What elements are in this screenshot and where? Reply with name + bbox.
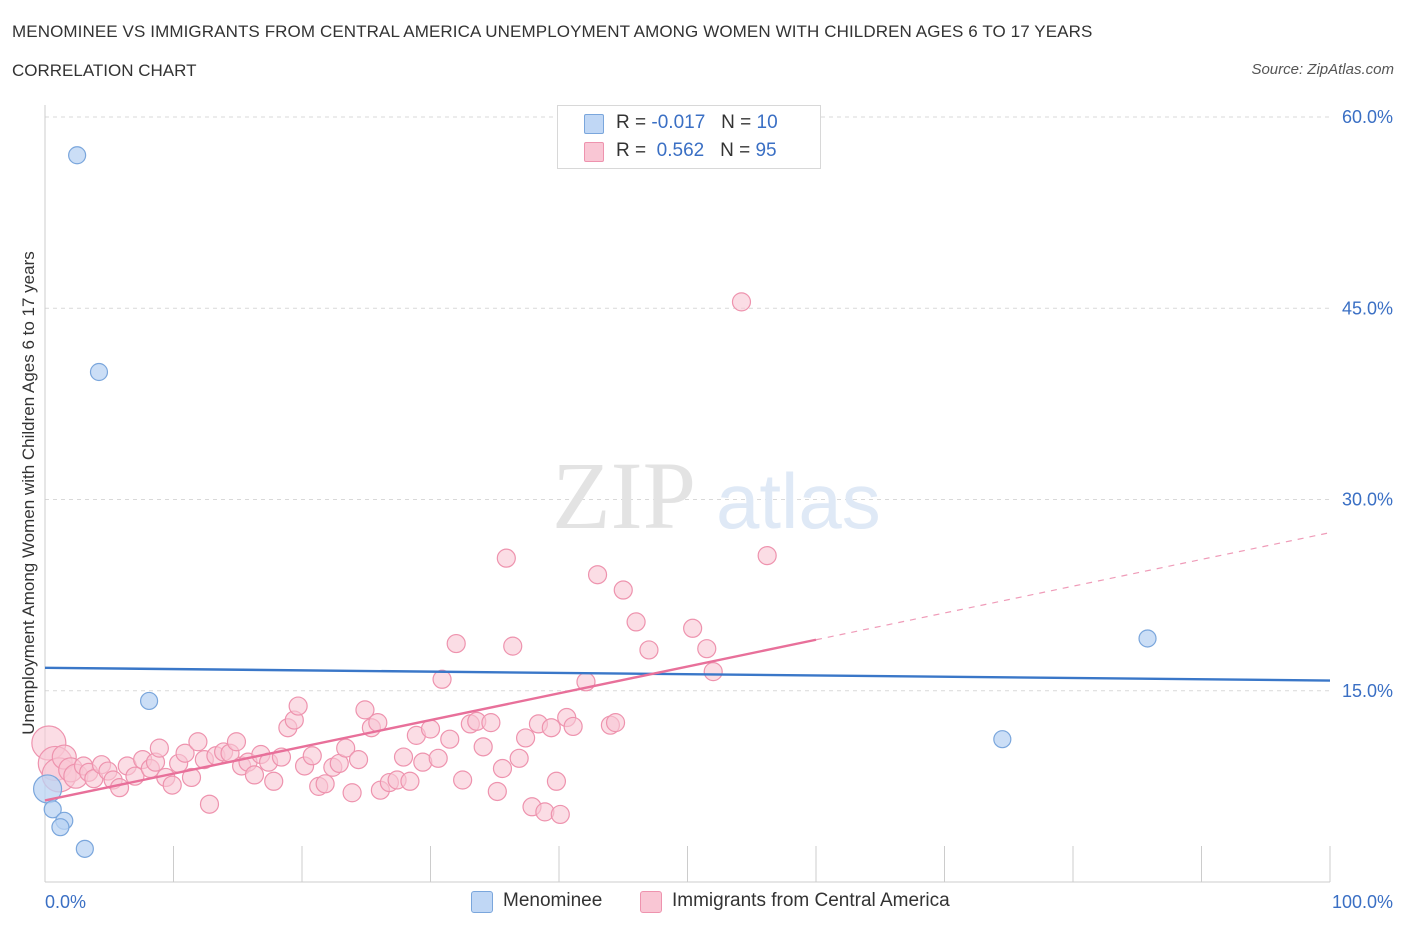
legend-swatch-menominee: [584, 114, 604, 134]
immigrants-point-90: [639, 640, 659, 660]
immigrants-point-18: [149, 738, 169, 758]
immigrants-point-94: [731, 292, 752, 312]
immigrants-point-42: [302, 746, 322, 766]
immigrants-point-79: [541, 718, 561, 738]
x-tick-label-1: 100.0%: [1332, 892, 1393, 912]
legend-n-value: 10: [756, 112, 778, 133]
watermark-atlas: atlas: [716, 457, 881, 545]
immigrants-point-83: [563, 716, 583, 737]
immigrants-point-36: [264, 771, 284, 791]
menominee-point-1: [89, 362, 109, 382]
immigrants-point-69: [481, 713, 501, 733]
immigrants-point-91: [683, 618, 703, 638]
watermark-zip: ZIP: [552, 442, 696, 549]
legend-r-value: -0.017: [651, 112, 706, 133]
immigrants-point-75: [515, 728, 536, 748]
y-axis-label: Unemployment Among Women with Children A…: [19, 251, 38, 735]
immigrants-point-20: [162, 775, 182, 795]
bottom-legend-label-immigrants: Immigrants from Central America: [672, 890, 950, 911]
immigrants-point-57: [400, 771, 420, 791]
legend-swatch-immigrants: [584, 142, 604, 162]
menominee-point-7: [75, 839, 94, 858]
immigrants-point-85: [587, 565, 608, 585]
immigrants-point-56: [393, 747, 414, 767]
immigrants-point-95: [757, 545, 777, 566]
immigrants-point-65: [453, 770, 473, 790]
legend-n-label: N =: [721, 112, 752, 133]
immigrants-point-72: [496, 548, 516, 568]
legend-text-immigrants: R = 0.562 N = 95: [616, 140, 777, 162]
legend-n-value: 95: [755, 140, 777, 161]
immigrants-point-30: [226, 732, 247, 752]
immigrants-point-63: [440, 729, 460, 749]
immigrants-point-22: [175, 743, 195, 763]
immigrants-trend-extension: [815, 532, 1331, 641]
immigrants-point-50: [355, 700, 375, 720]
menominee-point-9: [1138, 629, 1157, 648]
immigrants-point-89: [626, 612, 646, 632]
immigrants-point-62: [432, 669, 452, 689]
bottom-legend-swatch-menominee: [471, 891, 493, 913]
immigrants-point-92: [697, 639, 717, 659]
y-tick-label-3: 60.0%: [1342, 107, 1393, 127]
bottom-legend-swatch-immigrants: [640, 891, 662, 913]
immigrants-point-23: [181, 767, 202, 788]
immigrants-point-26: [199, 794, 220, 814]
immigrants-point-87: [605, 713, 626, 733]
menominee-point-6: [51, 818, 70, 837]
immigrants-point-60: [420, 719, 441, 739]
legend-r-label: R =: [616, 112, 647, 133]
watermark: ZIP atlas: [552, 442, 881, 549]
menominee-point-4: [43, 800, 62, 819]
menominee-point-8: [993, 730, 1012, 749]
legend-text-menominee: R = -0.017 N = 10: [616, 112, 778, 134]
immigrants-point-40: [288, 696, 308, 716]
immigrants-points: [31, 292, 777, 825]
source-label: Source: ZipAtlas.com: [1251, 61, 1394, 78]
immigrants-point-12: [109, 778, 130, 798]
immigrants-point-47: [336, 738, 356, 758]
immigrants-point-81: [550, 804, 570, 825]
immigrants-trend-line: [44, 638, 817, 802]
immigrants-point-80: [546, 771, 567, 791]
menominee-point-2: [139, 691, 159, 711]
immigrants-point-64: [446, 633, 466, 654]
menominee-point-0: [68, 146, 87, 165]
grid-lines: [45, 116, 1330, 692]
menominee-points: [32, 146, 1157, 858]
legend-r-value: 0.562: [651, 140, 705, 161]
immigrants-point-49: [348, 749, 369, 770]
immigrants-point-24: [188, 732, 208, 752]
y-tick-label-0: 15.0%: [1342, 681, 1393, 701]
legend-r-label: R =: [616, 140, 647, 161]
immigrants-point-48: [342, 783, 362, 803]
immigrants-point-61: [428, 748, 448, 768]
immigrants-point-74: [509, 748, 529, 768]
immigrants-point-88: [613, 580, 633, 600]
tick-labels: 15.0% 30.0% 45.0% 60.0% 0.0% 100.0%: [45, 107, 1393, 912]
y-tick-label-2: 45.0%: [1342, 298, 1393, 318]
chart-subtitle: CORRELATION CHART: [12, 61, 197, 80]
bottom-legend-label-menominee: Menominee: [503, 890, 603, 911]
correlation-legend: R = -0.017 N = 10 R = 0.562 N = 95: [557, 105, 821, 169]
legend-n-label: N =: [720, 140, 751, 161]
immigrants-point-33: [244, 765, 265, 785]
immigrants-point-68: [473, 737, 493, 757]
chart-title: MENOMINEE VS IMMIGRANTS FROM CENTRAL AME…: [12, 22, 1093, 41]
immigrants-point-73: [503, 636, 523, 656]
menominee-trend-line: [44, 666, 1331, 682]
immigrants-point-70: [487, 781, 507, 802]
trend-lines: [44, 532, 1331, 802]
y-tick-label-1: 30.0%: [1342, 490, 1393, 510]
x-tick-label-0: 0.0%: [45, 892, 86, 912]
immigrants-point-93: [703, 662, 723, 682]
immigrants-point-44: [315, 774, 335, 794]
immigrants-point-71: [492, 758, 513, 779]
